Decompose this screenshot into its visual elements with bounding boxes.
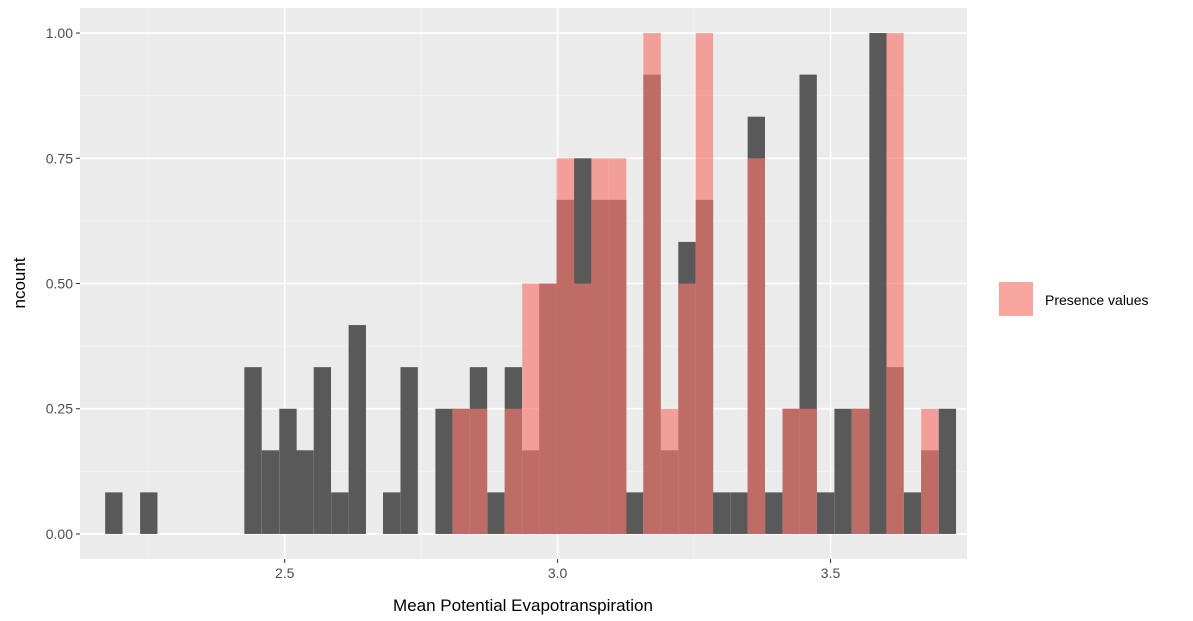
x-tick-label: 3.5 — [821, 565, 841, 581]
y-axis-title: ncount — [10, 257, 29, 308]
gray-bar — [834, 408, 852, 534]
gray-bar — [383, 492, 401, 534]
legend: Presence values — [999, 282, 1149, 316]
y-tick-label: 1.00 — [46, 25, 73, 41]
y-axis: 0.00 0.25 0.50 0.75 1.00 — [46, 25, 80, 542]
presence-bar — [452, 408, 470, 534]
presence-bar — [886, 33, 904, 534]
presence-bar — [678, 283, 696, 534]
presence-bar — [643, 33, 661, 534]
presence-bar — [851, 408, 870, 534]
presence-bar — [522, 283, 540, 534]
gray-bar — [765, 492, 783, 534]
gray-bar — [140, 492, 158, 534]
gray-bar — [435, 408, 453, 534]
gray-bar — [105, 492, 123, 534]
gray-bar — [348, 325, 366, 534]
gray-bar — [313, 367, 332, 534]
gray-bar — [903, 492, 922, 534]
gray-bar — [730, 492, 748, 534]
presence-bar — [921, 408, 939, 534]
gray-bar — [712, 492, 731, 534]
gray-bar — [938, 408, 957, 534]
presence-bar — [747, 158, 765, 534]
y-tick-label: 0.75 — [46, 150, 73, 166]
y-tick-label: 0.50 — [46, 276, 73, 292]
x-tick-label: 2.5 — [275, 565, 295, 581]
presence-bar — [695, 33, 714, 534]
gray-bar — [869, 33, 887, 534]
gray-bar — [816, 492, 835, 534]
legend-label-presence: Presence values — [1045, 292, 1149, 308]
legend-key-presence — [999, 282, 1033, 316]
y-tick-label: 0.25 — [46, 401, 73, 417]
presence-bar — [782, 408, 800, 534]
gray-bar — [400, 367, 418, 534]
gray-bar — [331, 492, 349, 534]
presence-bar — [504, 408, 523, 534]
gray-bar — [625, 492, 644, 534]
presence-bar — [539, 283, 557, 534]
x-axis-title: Mean Potential Evapotranspiration — [393, 596, 653, 615]
gray-bar — [244, 367, 262, 534]
presence-bar — [556, 158, 574, 534]
x-axis: 2.5 3.0 3.5 — [275, 559, 841, 581]
presence-bar — [574, 283, 592, 534]
presence-bar — [660, 408, 679, 534]
x-tick-label: 3.0 — [548, 565, 568, 581]
gray-bar — [487, 492, 505, 534]
y-tick-label: 0.00 — [46, 526, 73, 542]
presence-bar — [591, 158, 609, 534]
gray-bar — [279, 408, 297, 534]
gray-bar — [296, 450, 314, 534]
presence-bar — [608, 158, 627, 534]
presence-bar — [799, 408, 817, 534]
presence-bar — [469, 408, 488, 534]
gray-bar — [261, 450, 280, 534]
presence-series-bars — [452, 33, 939, 534]
